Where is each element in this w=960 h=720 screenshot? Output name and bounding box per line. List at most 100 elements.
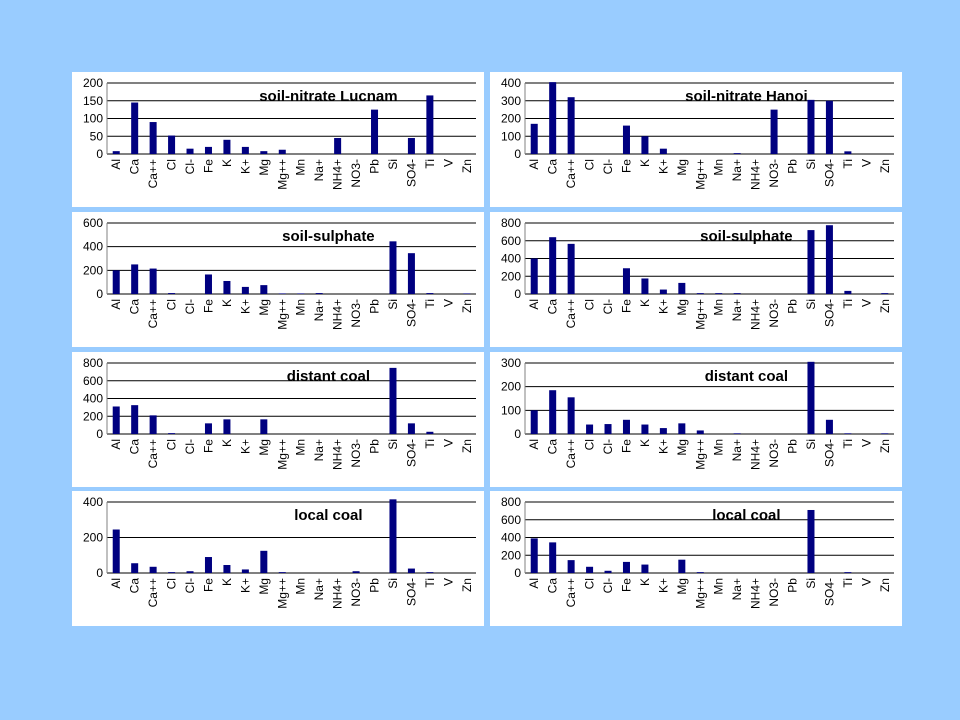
x-tick-label: Zn: [878, 299, 892, 313]
y-tick-label: 600: [501, 234, 521, 248]
bar-mgplusplus: [278, 149, 286, 154]
bar-caplusplus: [567, 397, 575, 434]
bar-caplusplus: [567, 97, 575, 154]
x-tick-label: K: [638, 439, 652, 447]
x-tick-label: Ca: [128, 439, 142, 455]
x-tick-label: V: [859, 159, 873, 167]
x-tick-label: Ti: [423, 578, 437, 588]
bar-kplus: [241, 286, 249, 294]
x-tick-label: Pb: [786, 299, 800, 314]
bar-fe: [622, 268, 630, 294]
bar-zn: [881, 293, 889, 294]
x-tick-label: Mg: [257, 578, 271, 595]
x-tick-label: Mn: [712, 439, 726, 456]
x-tick-label: Ca: [128, 159, 142, 175]
bar-si: [807, 509, 815, 573]
x-tick-label: NH4+: [749, 578, 763, 609]
x-tick-label: NO3-: [767, 159, 781, 188]
x-tick-label: K: [220, 159, 234, 167]
x-tick-label: V: [441, 439, 455, 447]
x-tick-label: Mg++: [275, 439, 289, 470]
y-tick-label: 800: [501, 495, 521, 509]
bar-al: [112, 270, 120, 294]
bar-kplus: [659, 148, 667, 154]
x-tick-label: K: [638, 159, 652, 167]
y-tick-label: 400: [83, 240, 103, 254]
bar-kplus: [659, 428, 667, 434]
x-tick-label: Na+: [730, 439, 744, 461]
bar-mn: [297, 293, 305, 294]
x-tick-label: Fe: [619, 299, 633, 313]
bar-fe: [622, 561, 630, 573]
x-tick-label: V: [441, 578, 455, 586]
x-tick-label: V: [441, 159, 455, 167]
bar-kplus: [241, 146, 249, 154]
x-tick-label: K: [220, 299, 234, 307]
bar-k: [641, 278, 649, 294]
bar-so4minus: [407, 568, 415, 573]
y-tick-label: 100: [83, 112, 103, 126]
bar-si: [389, 367, 397, 434]
bar-k: [223, 565, 231, 573]
bar-al: [530, 123, 538, 154]
bar-caplusplus: [149, 268, 157, 294]
bar-clminus: [186, 571, 194, 573]
x-tick-label: Mg++: [275, 578, 289, 609]
x-tick-label: K+: [238, 299, 252, 314]
bar-mg: [260, 285, 268, 294]
bar-k: [641, 564, 649, 573]
bar-chart: 0 200 400 Al Ca Ca++ Cl Cl- Fe K K+ Mg Mg++ Mn Na+ NH4+…: [83, 495, 476, 609]
bar-no3minus: [770, 109, 778, 154]
x-tick-label: Mg++: [693, 299, 707, 330]
bar-ca: [549, 390, 557, 434]
x-tick-label: K+: [656, 299, 670, 314]
x-tick-label: K: [638, 578, 652, 586]
x-tick-label: Al: [527, 299, 541, 310]
x-tick-label: Cl-: [601, 299, 615, 314]
bar-mgplusplus: [696, 293, 704, 294]
bar-cl: [168, 135, 176, 154]
bar-so4minus: [825, 100, 833, 154]
bar-mg: [260, 550, 268, 573]
chart-panel-local-coal-right: 0 200 400 600 800 Al Ca Ca++ Cl Cl- Fe K K+ Mg Mg++ Mn N…: [490, 491, 902, 626]
x-tick-label: Ca: [546, 439, 560, 455]
bar-kplus: [241, 569, 249, 573]
x-tick-label: Si: [804, 439, 818, 450]
x-tick-label: Cl: [165, 299, 179, 310]
x-tick-label: Cl-: [183, 299, 197, 314]
bar-si: [807, 361, 815, 434]
bar-fe: [622, 419, 630, 434]
x-tick-label: Fe: [619, 439, 633, 453]
x-tick-label: NO3-: [349, 439, 363, 468]
x-tick-label: Ca: [546, 159, 560, 175]
y-tick-label: 0: [96, 427, 103, 441]
x-tick-label: NO3-: [349, 299, 363, 328]
bar-al: [530, 538, 538, 573]
y-tick-label: 600: [83, 216, 103, 230]
bar-mg: [260, 151, 268, 154]
x-tick-label: Ti: [423, 299, 437, 309]
bar-ti: [844, 290, 852, 294]
x-tick-label: Al: [109, 439, 123, 450]
x-tick-label: K+: [238, 439, 252, 454]
x-tick-label: Mn: [712, 299, 726, 316]
y-tick-label: 50: [90, 129, 104, 143]
bar-si: [807, 99, 815, 154]
x-tick-label: Ca: [128, 299, 142, 315]
bar-ti: [844, 572, 852, 573]
chart-panel-soil-sulphate-left: 0 200 400 600 Al Ca Ca++ Cl Cl- Fe K K+ Mg Mg++ Mn Na+ N…: [72, 212, 484, 347]
x-tick-label: NO3-: [767, 578, 781, 607]
x-tick-label: Al: [527, 439, 541, 450]
y-tick-label: 600: [83, 374, 103, 388]
x-tick-label: NH4+: [331, 299, 345, 330]
bar-so4minus: [407, 138, 415, 154]
bar-so4minus: [825, 225, 833, 294]
bar-ca: [131, 102, 139, 154]
y-tick-label: 200: [501, 112, 521, 126]
bar-cl: [168, 572, 176, 573]
x-tick-label: Cl: [165, 159, 179, 170]
y-tick-label: 0: [96, 566, 103, 580]
bar-naplus: [733, 433, 741, 434]
bar-k: [641, 136, 649, 154]
x-tick-label: Mg: [257, 439, 271, 456]
